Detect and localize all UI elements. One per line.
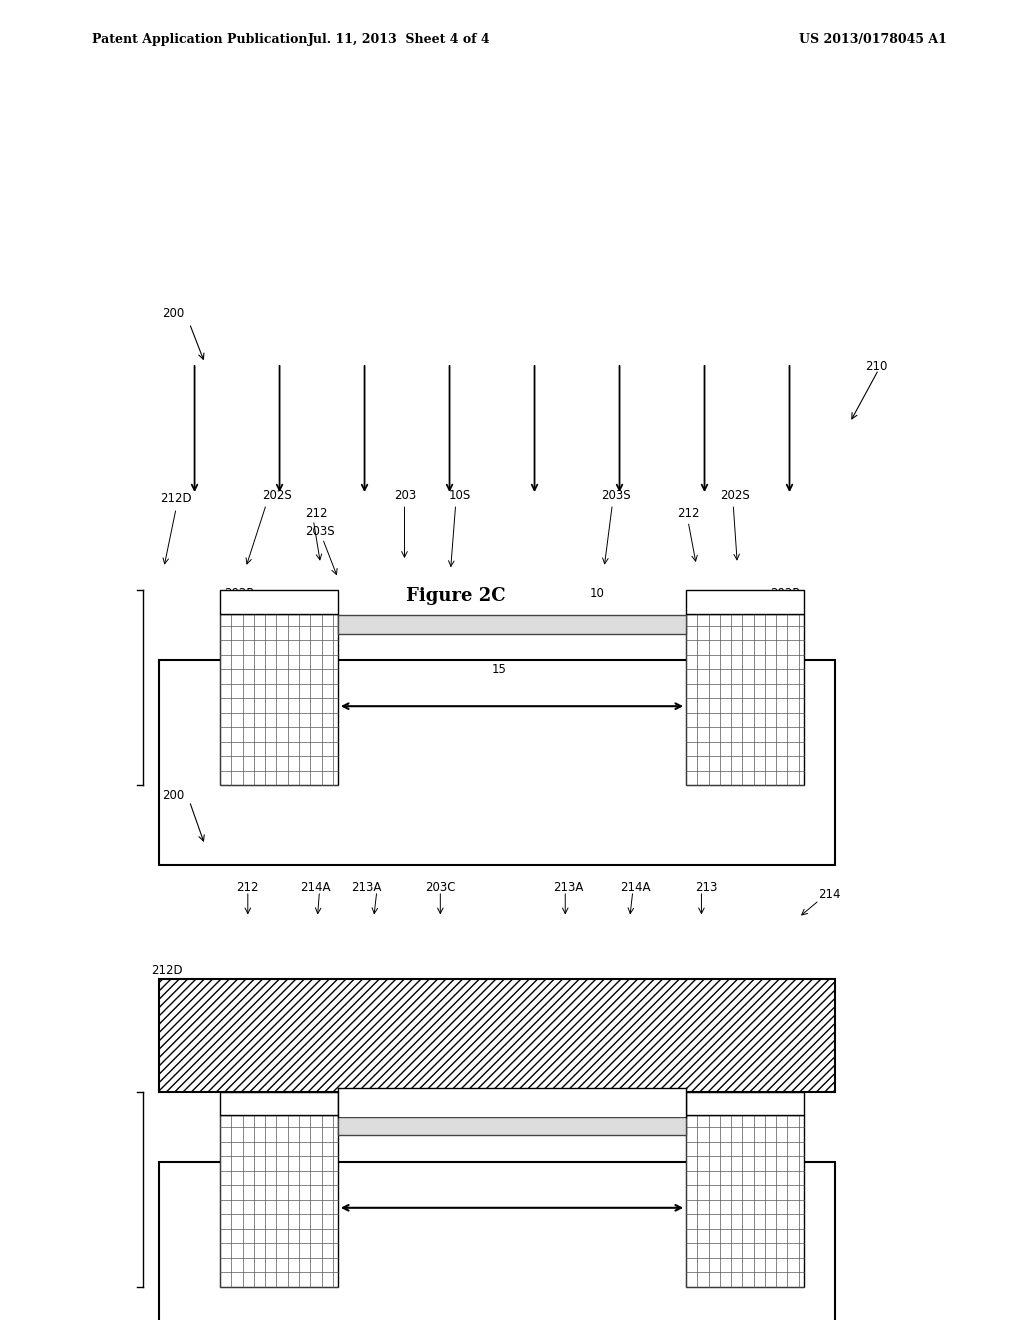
Text: Figure 2D: Figure 2D [406,1088,506,1106]
Bar [159,1162,835,1320]
Text: 213A: 213A [351,880,382,894]
Text: 203S: 203S [305,524,335,537]
Bar [686,614,804,785]
Bar [220,614,338,785]
Bar [220,1092,338,1115]
Text: 210: 210 [865,359,888,372]
Text: 10: 10 [590,586,604,599]
Text: 212: 212 [305,507,328,520]
Text: 214A: 214A [300,880,331,894]
Text: 203S: 203S [601,488,631,502]
Bar [338,615,686,634]
Text: 212: 212 [237,880,259,894]
Text: 202R: 202R [224,1088,255,1101]
Bar [686,1092,804,1115]
Text: Figure 2C: Figure 2C [406,586,506,605]
Bar [338,1117,686,1135]
Bar [686,1115,804,1287]
Bar [159,979,835,1092]
Text: 213A: 213A [553,880,584,894]
Text: 214: 214 [818,887,841,900]
Text: 202S: 202S [262,488,292,502]
Text: Jul. 11, 2013  Sheet 4 of 4: Jul. 11, 2013 Sheet 4 of 4 [308,33,490,46]
Text: 10: 10 [590,1088,604,1101]
Text: 10S: 10S [306,999,329,1012]
Text: 202R: 202R [770,586,801,599]
Text: 214A: 214A [620,880,650,894]
Bar [220,1115,338,1287]
Text: 202R: 202R [224,586,255,599]
Text: 202R: 202R [770,1088,801,1101]
Text: 212D: 212D [152,964,182,977]
Bar [220,590,338,614]
Bar [159,660,835,865]
Text: 15: 15 [464,999,478,1012]
Text: 203C: 203C [425,880,456,894]
Text: Patent Application Publication: Patent Application Publication [92,33,307,46]
Text: 212: 212 [677,507,699,520]
Text: 213: 213 [695,880,718,894]
Text: 200: 200 [162,788,184,801]
Text: 10S: 10S [449,488,471,502]
Text: US 2013/0178045 A1: US 2013/0178045 A1 [799,33,946,46]
Text: 15: 15 [492,663,506,676]
Text: 202S: 202S [720,488,750,502]
Text: 200: 200 [162,306,184,319]
Text: 202S: 202S [288,979,318,993]
Text: 203: 203 [394,488,417,502]
Bar [338,1088,686,1117]
Bar [686,590,804,614]
Text: 212D: 212D [161,491,191,504]
